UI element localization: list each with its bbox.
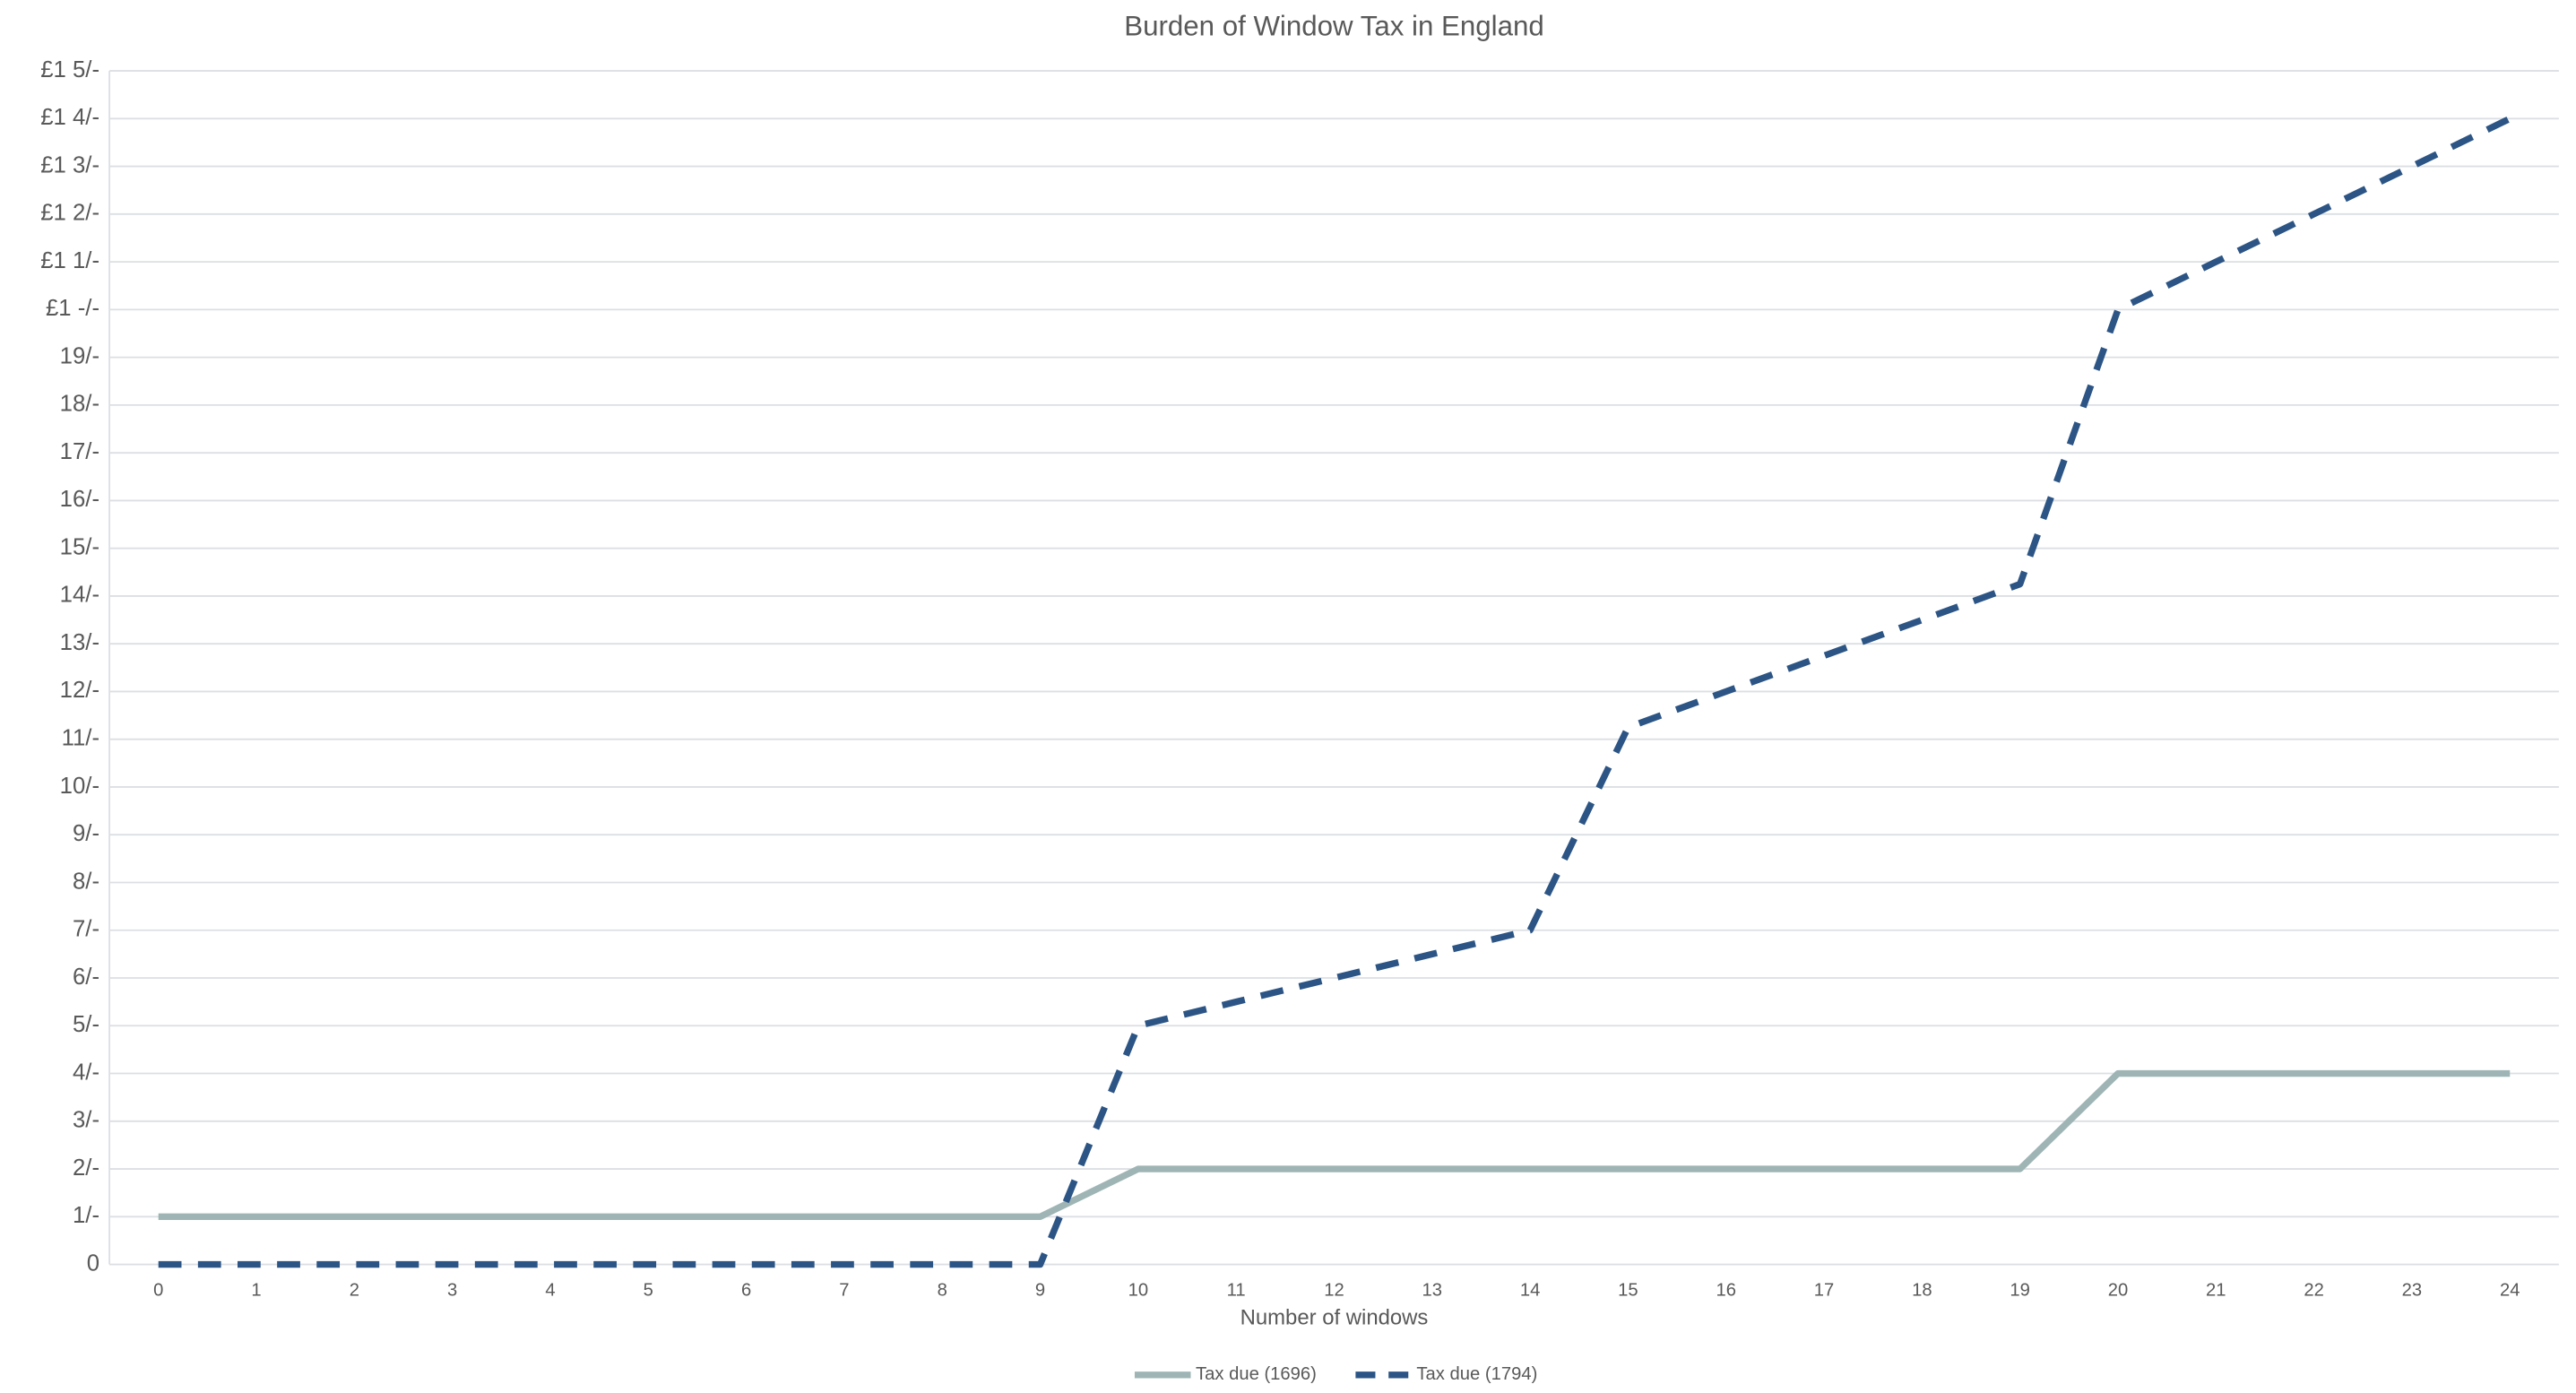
x-tick-label: 7 [839,1280,849,1300]
y-tick-label: 0 [87,1250,99,1276]
y-tick-label: 2/- [73,1155,99,1181]
y-tick-label: £1 -/- [46,296,99,321]
x-tick-label: 3 [447,1280,457,1300]
y-tick-label: 13/- [60,630,99,655]
y-tick-label: £1 2/- [40,201,99,226]
x-tick-label: 19 [2010,1280,2030,1300]
x-tick-label: 4 [545,1280,555,1300]
y-tick-label: 19/- [60,343,99,368]
y-tick-label: £1 5/- [40,57,99,82]
x-tick-label: 14 [1520,1280,1541,1300]
y-tick-label: 5/- [73,1012,99,1037]
x-tick-label: 0 [153,1280,163,1300]
y-tick-label: 12/- [60,678,99,703]
legend-label: Tax due (1696) [1196,1364,1317,1384]
y-tick-label: 4/- [73,1060,99,1085]
y-tick-label: 1/- [73,1203,99,1228]
y-tick-label: 10/- [60,774,99,799]
legend-label: Tax due (1794) [1416,1364,1537,1384]
y-tick-label: 15/- [60,534,99,559]
y-tick-label: 9/- [73,821,99,846]
x-tick-label: 11 [1227,1280,1246,1300]
x-tick-label: 18 [1912,1280,1932,1300]
x-tick-label: 22 [2304,1280,2324,1300]
y-tick-label: £1 3/- [40,152,99,177]
x-axis-label: Number of windows [1240,1306,1429,1330]
x-tick-label: 1 [251,1280,261,1300]
x-tick-label: 10 [1128,1280,1149,1300]
y-tick-label: 17/- [60,439,99,464]
series-line [158,1069,2511,1220]
chart-title: Burden of Window Tax in England [1124,11,1543,42]
x-tick-label: 8 [938,1280,947,1300]
x-tick-label: 2 [350,1280,359,1300]
x-tick-label: 5 [644,1280,653,1300]
x-tick-label: 6 [741,1280,751,1300]
x-tick-label: 9 [1035,1280,1045,1300]
y-tick-label: 8/- [73,869,99,894]
y-tick-label: 11/- [62,726,99,751]
x-tick-label: 23 [2402,1280,2423,1300]
x-tick-label: 21 [2206,1280,2226,1300]
x-tick-label: 24 [2500,1280,2520,1300]
y-tick-label: 18/- [60,392,99,417]
x-tick-label: 16 [1716,1280,1736,1300]
y-tick-label: 3/- [73,1108,99,1133]
x-tick-label: 12 [1324,1280,1344,1300]
y-tick-label: 7/- [73,917,99,942]
y-tick-label: 16/- [60,487,99,512]
x-tick-label: 15 [1618,1280,1638,1300]
x-tick-label: 17 [1814,1280,1834,1300]
x-tick-label: 20 [2108,1280,2129,1300]
x-tick-label: 13 [1422,1280,1443,1300]
y-tick-label: £1 1/- [40,248,99,273]
y-tick-label: £1 4/- [40,105,99,130]
y-tick-label: 6/- [73,965,99,990]
y-tick-label: 14/- [60,583,99,608]
